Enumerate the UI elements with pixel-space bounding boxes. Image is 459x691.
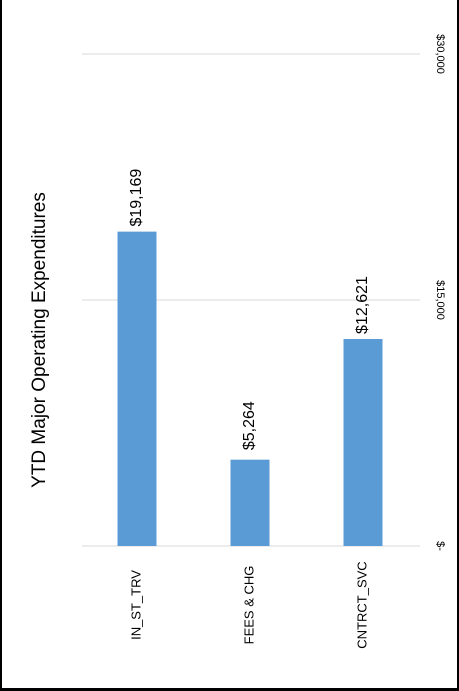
category-label: IN_ST_TRV <box>128 570 143 640</box>
value-tick-label: $30,000 <box>434 34 446 74</box>
bar-2 <box>343 339 383 546</box>
data-label: $19,169 <box>128 169 145 227</box>
data-label: $12,621 <box>354 276 371 334</box>
value-axis-ticks: $- $15,000 $30,000 <box>434 34 446 551</box>
bars <box>117 231 383 546</box>
chart-title: YTD Major Operating Expenditures <box>29 192 50 488</box>
category-label: FEES & CHG <box>241 566 256 645</box>
bar-1 <box>230 459 270 546</box>
data-label: $5,264 <box>241 401 258 450</box>
bar-0 <box>117 231 157 546</box>
category-labels: IN_ST_TRV FEES & CHG CNTRCT_SVC <box>128 561 369 648</box>
value-tick-label: $- <box>434 541 446 551</box>
category-label: CNTRCT_SVC <box>354 561 369 648</box>
data-labels: $19,169 $5,264 $12,621 <box>128 169 371 451</box>
value-tick-label: $15,000 <box>434 280 446 320</box>
